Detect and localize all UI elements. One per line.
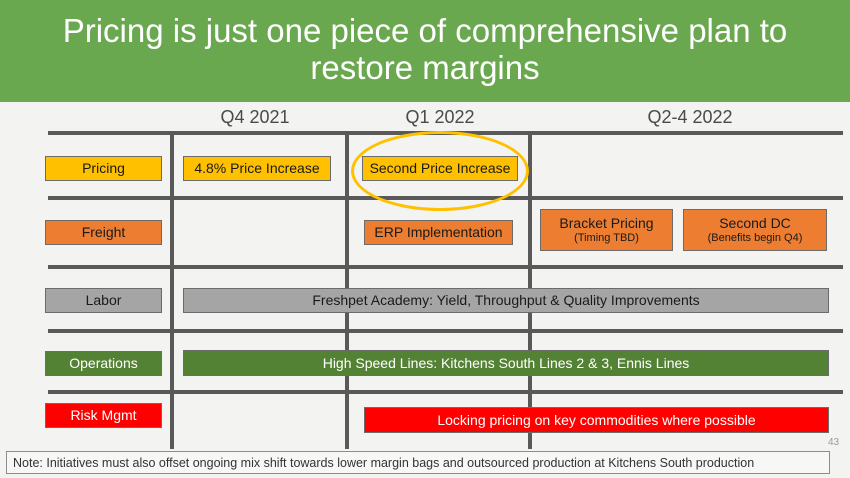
column-header-q1-2022: Q1 2022 (405, 107, 475, 127)
row-label-labor: Labor (45, 288, 162, 313)
second-dc-box: Second DC (Benefits begin Q4) (683, 209, 827, 251)
erp-implementation-box: ERP Implementation (364, 220, 513, 245)
slide-title: Pricing is just one piece of comprehensi… (62, 12, 788, 86)
slide-header: Pricing is just one piece of comprehensi… (0, 0, 850, 102)
column-header-q4-2021: Q4 2021 (220, 107, 290, 127)
bracket-pricing-box: Bracket Pricing (Timing TBD) (540, 209, 673, 251)
row-label-operations: Operations (45, 351, 162, 376)
grid-line (48, 265, 843, 269)
row-label-risk-mgmt: Risk Mgmt (45, 403, 162, 428)
row-label-pricing: Pricing (45, 156, 162, 181)
row-label-freight: Freight (45, 220, 162, 245)
second-dc-benefits: (Benefits begin Q4) (707, 232, 803, 244)
grid-line (48, 390, 843, 394)
high-speed-lines-bar: High Speed Lines: Kitchens South Lines 2… (183, 350, 829, 376)
freshpet-academy-bar: Freshpet Academy: Yield, Throughput & Qu… (183, 288, 829, 313)
second-dc-title: Second DC (719, 215, 791, 231)
highlight-circle (351, 131, 529, 211)
price-increase-q4-box: 4.8% Price Increase (183, 156, 331, 181)
footnote: Note: Initiatives must also offset ongoi… (6, 451, 830, 474)
column-header-q2-4-2022: Q2-4 2022 (647, 107, 733, 127)
grid-line (48, 329, 843, 333)
bracket-pricing-timing: (Timing TBD) (574, 232, 639, 244)
locking-pricing-bar: Locking pricing on key commodities where… (364, 407, 829, 433)
bracket-pricing-title: Bracket Pricing (559, 215, 654, 231)
grid-line (170, 131, 174, 449)
page-number: 43 (828, 437, 840, 448)
